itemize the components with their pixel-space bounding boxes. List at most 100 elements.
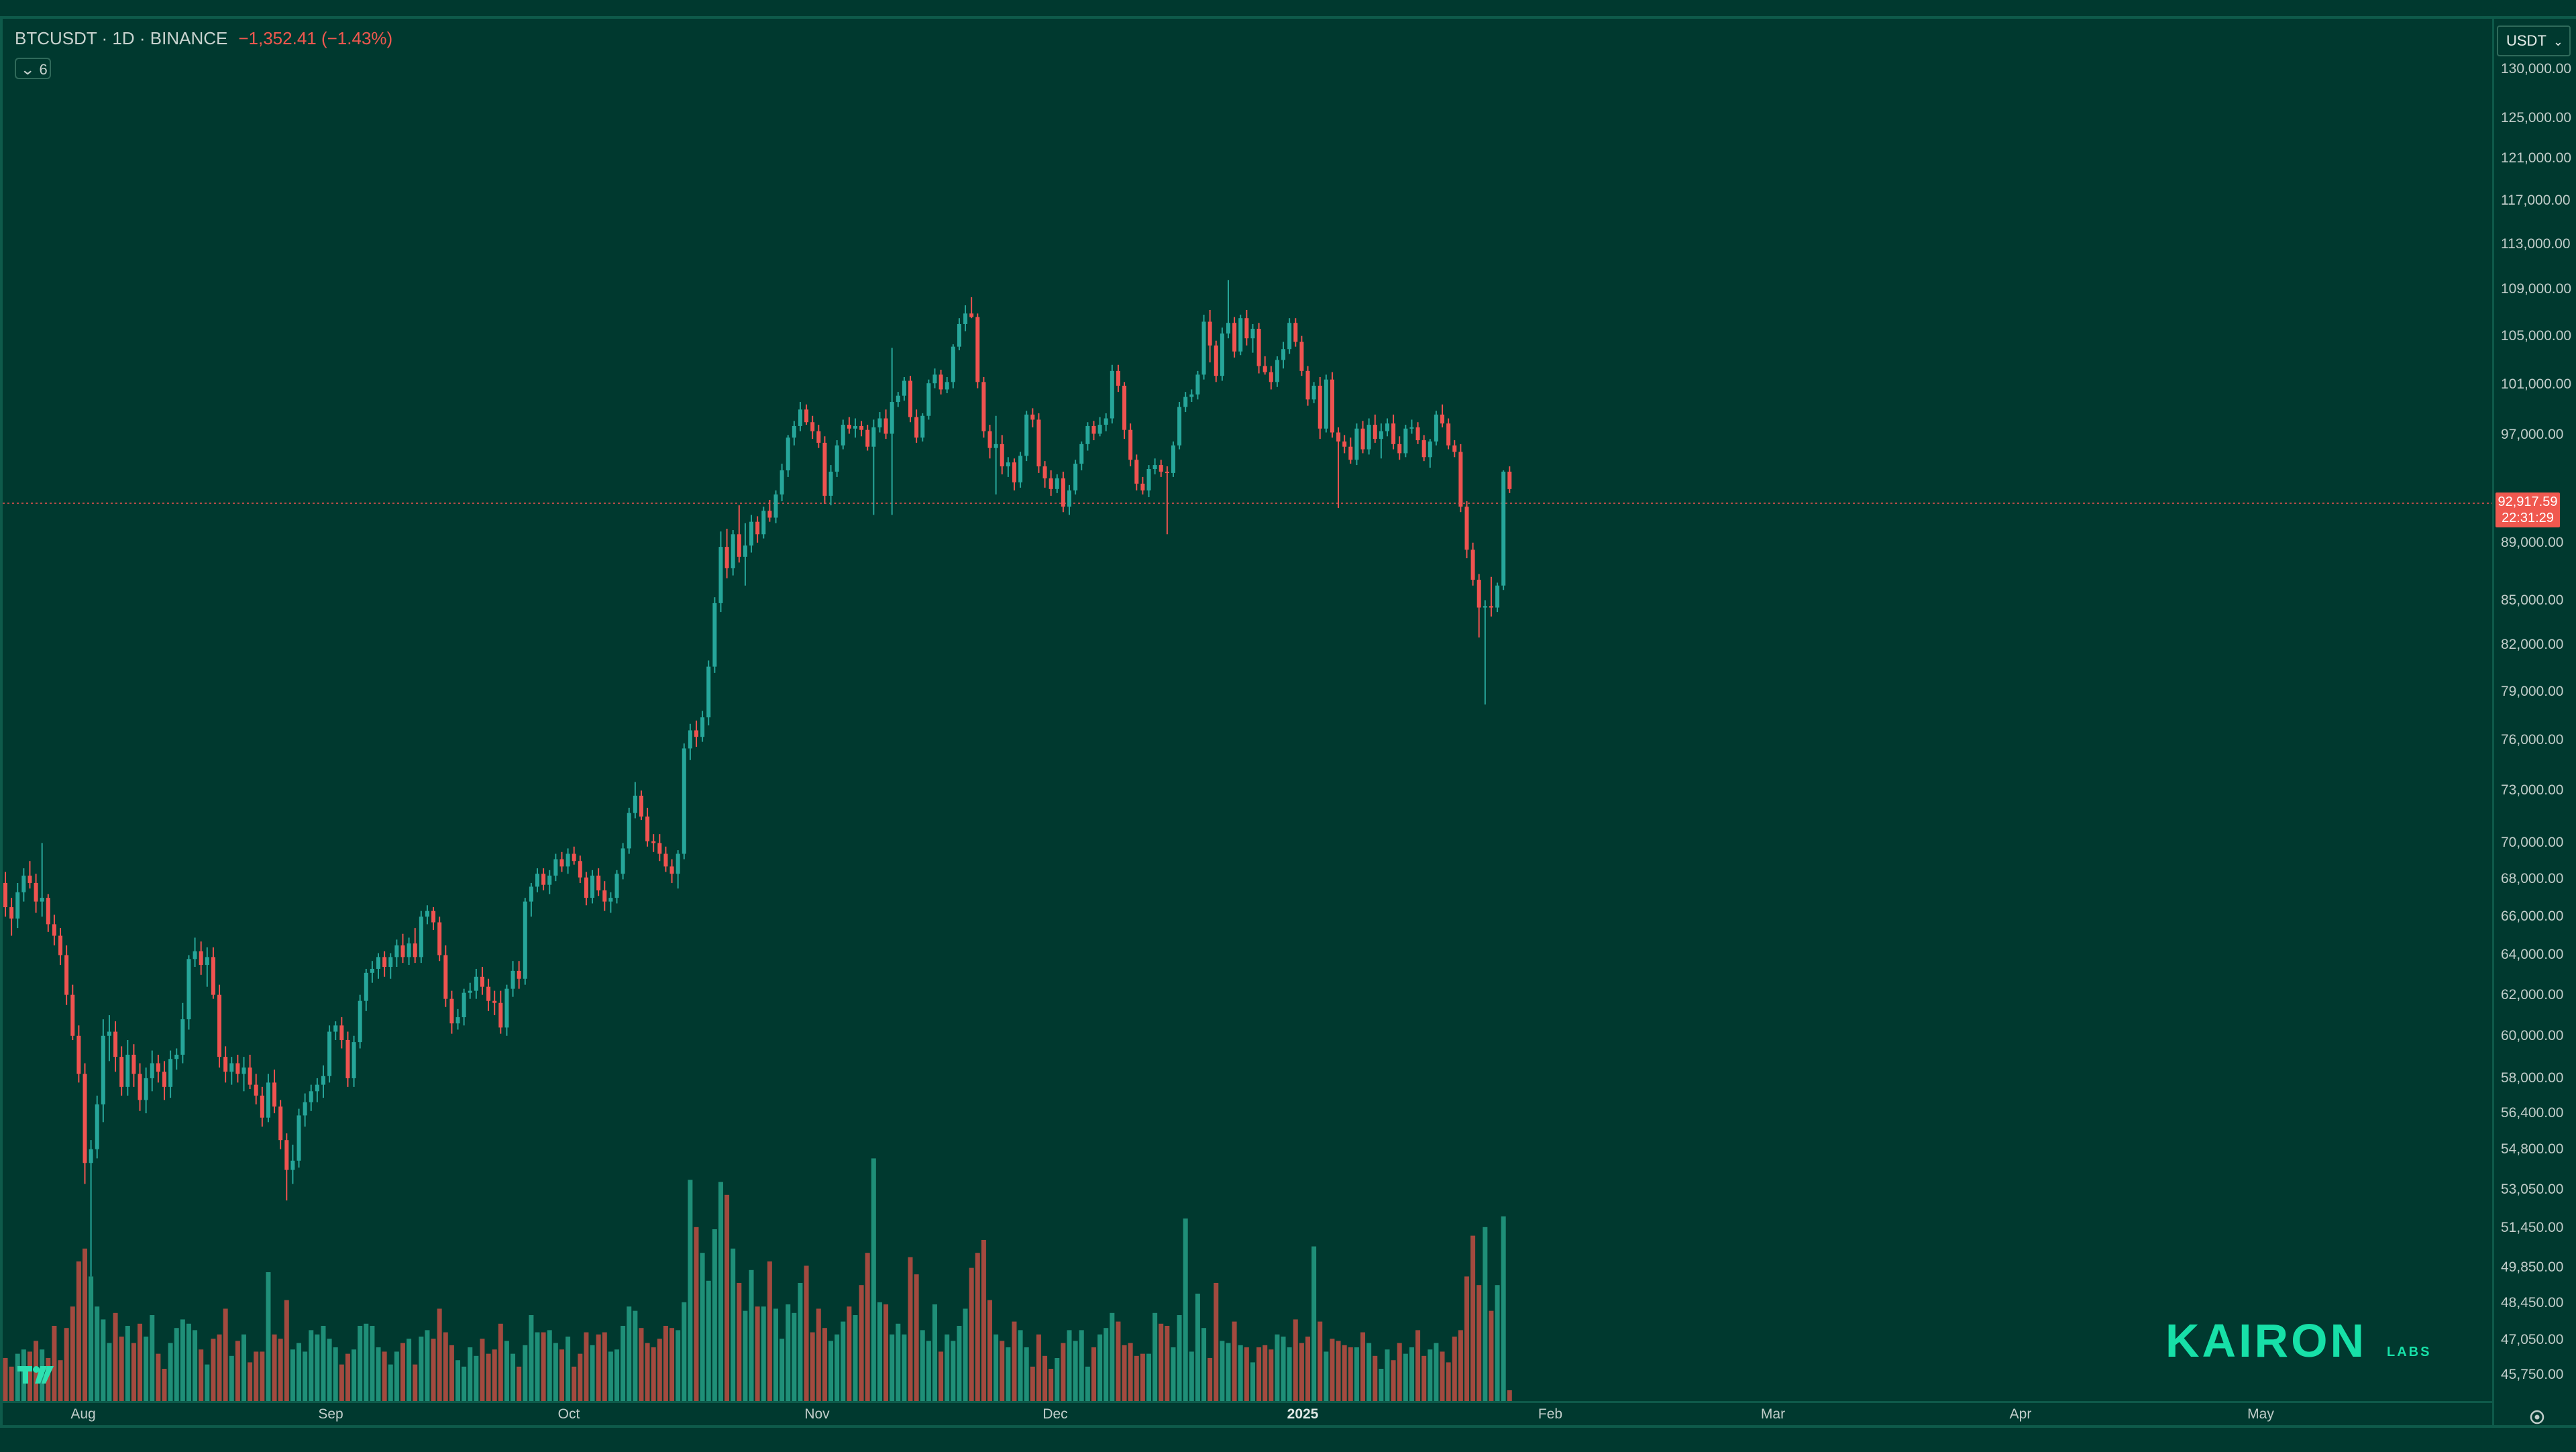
volume-bar	[1385, 1349, 1390, 1401]
candle-body	[761, 511, 766, 535]
volume-bar	[1208, 1358, 1213, 1401]
candle-body	[1397, 444, 1402, 454]
candle-body	[76, 1035, 81, 1074]
candle	[113, 1021, 118, 1072]
volume-bar	[89, 1276, 94, 1401]
volume-bar	[1373, 1355, 1378, 1401]
candle-body	[871, 427, 876, 447]
candle-body	[358, 1000, 362, 1043]
candle-body	[1446, 423, 1451, 446]
candle	[627, 807, 631, 854]
candle	[890, 348, 894, 515]
volume-bar	[902, 1334, 907, 1401]
candle	[786, 435, 790, 477]
candle-body	[559, 859, 564, 867]
candle	[602, 881, 607, 911]
candle-body	[1134, 460, 1139, 484]
candle-body	[700, 717, 705, 737]
volume-bar	[535, 1332, 540, 1401]
candle	[449, 990, 454, 1034]
settings-gear-icon[interactable]	[2528, 1408, 2546, 1427]
volume-bar	[1256, 1347, 1262, 1401]
volume-bar	[553, 1343, 558, 1401]
candle	[388, 953, 393, 979]
candle	[1428, 439, 1432, 468]
candle	[186, 955, 191, 1030]
volume-bar	[798, 1283, 803, 1401]
volume-bar	[1470, 1235, 1476, 1401]
candle-body	[1281, 349, 1286, 360]
volume-bar	[786, 1304, 791, 1401]
price-tick: 109,000.00	[2501, 280, 2572, 297]
time-tick: Aug	[70, 1406, 96, 1422]
volume-bar	[767, 1261, 772, 1401]
volume-bar	[987, 1300, 993, 1401]
brand-logo-sub: LABS	[2387, 1345, 2432, 1359]
candle-body	[981, 382, 986, 431]
candle-body	[517, 970, 521, 979]
candle-body	[168, 1059, 173, 1087]
volume-bar	[27, 1351, 32, 1401]
candle	[822, 436, 827, 505]
candle-body	[1073, 464, 1078, 490]
candle-body	[773, 494, 778, 518]
candle-body	[572, 853, 576, 862]
candle-body	[663, 853, 668, 867]
candle-body	[89, 1149, 93, 1163]
candle-body	[718, 547, 723, 603]
volume-bar	[608, 1351, 613, 1401]
volume-bar	[1073, 1341, 1078, 1401]
volume-bar	[388, 1364, 393, 1401]
candle-body	[1152, 465, 1157, 469]
candle-body	[455, 1017, 460, 1024]
volume-bar	[1049, 1369, 1054, 1401]
candle	[425, 905, 429, 925]
volume-bar	[1140, 1353, 1145, 1401]
candle	[657, 834, 662, 862]
candle-body	[125, 1054, 130, 1087]
bar-countdown: 22:31:29	[2502, 511, 2554, 525]
candle	[645, 807, 650, 847]
volume-bar	[95, 1306, 100, 1401]
candle	[1293, 318, 1298, 347]
volume-bar	[254, 1351, 259, 1401]
candle-body	[407, 943, 411, 957]
indicators-toggle-button[interactable]: ⌄ 6	[15, 58, 51, 79]
time-scale-border	[0, 1401, 2492, 1403]
candle-body	[278, 1106, 283, 1141]
tradingview-logo-icon[interactable]	[17, 1363, 55, 1388]
volume-bar	[1214, 1283, 1219, 1401]
candle	[1238, 314, 1243, 356]
candle	[1208, 309, 1212, 363]
candle	[1477, 574, 1481, 638]
candle-body	[596, 875, 601, 890]
volume-bar	[718, 1182, 723, 1401]
candle	[89, 1140, 93, 1277]
candle	[138, 1063, 142, 1111]
volume-bar	[969, 1267, 974, 1401]
volume-bar	[1483, 1227, 1488, 1401]
candle	[382, 951, 387, 977]
candle	[168, 1050, 173, 1098]
candle-body	[1128, 429, 1133, 460]
candle	[1000, 435, 1004, 474]
candle	[1269, 366, 1273, 390]
candle	[1483, 600, 1487, 705]
candle-body	[945, 382, 949, 390]
candle	[1373, 414, 1377, 443]
candle-body	[1146, 468, 1151, 490]
volume-bar	[639, 1328, 644, 1401]
symbol-legend[interactable]: BTCUSDT · 1D · BINANCE −1,352.41 (−1.43%)	[15, 28, 392, 49]
candle	[1042, 461, 1047, 488]
volume-bar	[1000, 1341, 1005, 1401]
candle	[1024, 411, 1029, 462]
candle-body	[474, 976, 478, 991]
currency-select[interactable]: USDT ⌄	[2497, 25, 2571, 56]
candle	[614, 870, 619, 904]
volume-bar	[241, 1334, 246, 1401]
volume-bar	[1464, 1276, 1469, 1401]
symbol-title[interactable]: BTCUSDT · 1D · BINANCE	[15, 28, 228, 48]
candle	[1012, 458, 1016, 490]
candle	[1171, 441, 1175, 477]
